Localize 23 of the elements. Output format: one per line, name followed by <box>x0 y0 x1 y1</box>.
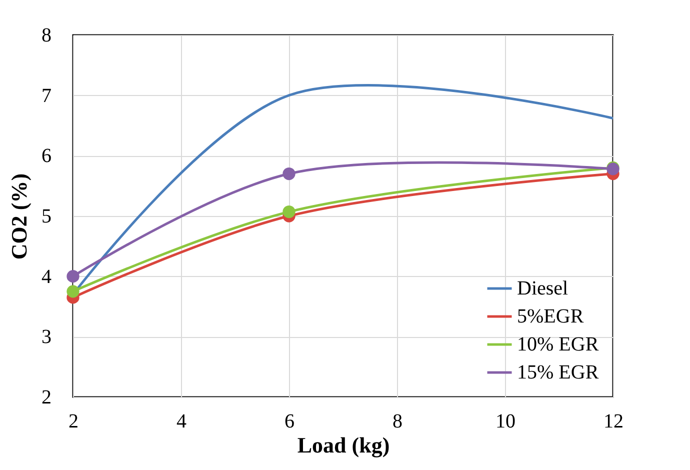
x-tick-label: 8 <box>392 410 402 432</box>
y-tick-label: 4 <box>42 266 52 288</box>
x-tick-label: 4 <box>176 410 186 432</box>
legend-label: 15% EGR <box>517 362 600 384</box>
x-tick-label: 10 <box>496 410 516 432</box>
point <box>66 285 80 298</box>
legend-label: Diesel <box>517 278 569 300</box>
x-tick-label: 2 <box>68 410 78 432</box>
point <box>282 167 296 180</box>
y-tick-label: 3 <box>42 326 52 348</box>
x-axis-title: Load (kg) <box>297 432 390 458</box>
legend-label: 10% EGR <box>517 334 600 356</box>
y-tick-label: 6 <box>42 145 52 168</box>
y-tick-label: 5 <box>42 206 52 228</box>
x-tick-label: 6 <box>284 410 294 432</box>
y-tick-label: 7 <box>42 84 52 107</box>
point <box>282 205 296 218</box>
y-tick-label: 2 <box>42 386 52 408</box>
legend-label: 5%EGR <box>517 306 584 328</box>
y-tick-label: 8 <box>42 24 52 46</box>
x-tick-label: 12 <box>604 410 624 432</box>
point <box>66 270 80 283</box>
y-axis-title: CO2 (%) <box>6 173 32 260</box>
